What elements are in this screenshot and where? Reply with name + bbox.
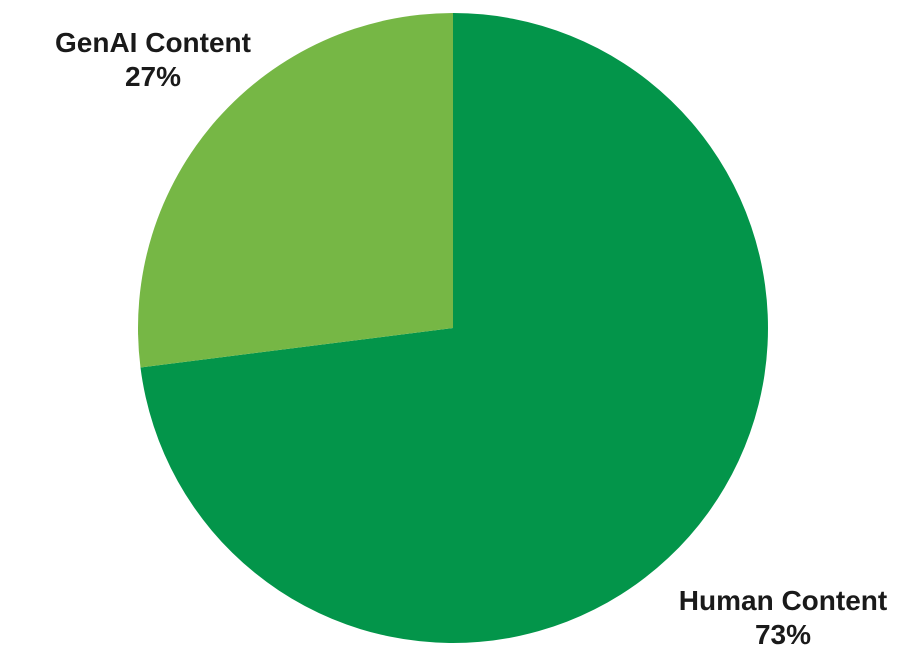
label-genai-name: GenAI Content (55, 27, 251, 58)
label-human-content: Human Content 73% (655, 584, 911, 652)
label-human-value: 73% (754, 619, 812, 650)
label-genai-content: GenAI Content 27% (36, 26, 270, 94)
pie-slice-genai-content (137, 13, 453, 368)
label-genai-value: 27% (124, 61, 182, 92)
pie-slice-human-content (140, 13, 768, 644)
label-human-name: Human Content (678, 585, 888, 616)
